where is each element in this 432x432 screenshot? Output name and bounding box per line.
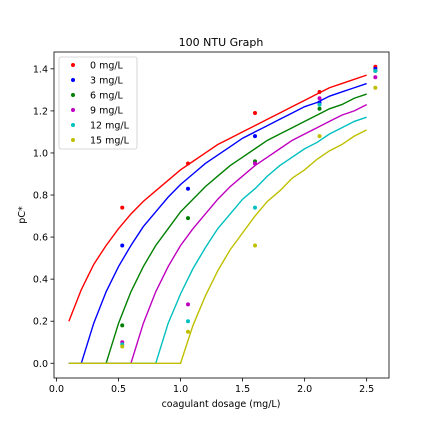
- data-point-5-4: [373, 86, 377, 90]
- y-tick-label: 0.6: [33, 233, 48, 244]
- data-point-3-4: [373, 75, 377, 79]
- data-point-3-2: [253, 161, 257, 165]
- data-point-1-0: [120, 244, 124, 248]
- legend-marker-1: [71, 78, 75, 82]
- data-point-1-2: [253, 134, 257, 138]
- legend-label-2: 6 mg/L: [90, 91, 124, 102]
- data-point-0-2: [253, 111, 257, 115]
- data-point-4-1: [186, 319, 190, 323]
- legend-marker-2: [71, 93, 75, 97]
- x-tick-label: 1.0: [173, 384, 188, 395]
- legend-marker-5: [71, 138, 75, 142]
- x-tick-label: 1.5: [235, 384, 250, 395]
- legend-label-5: 15 mg/L: [90, 136, 130, 147]
- data-point-5-3: [318, 134, 322, 138]
- x-tick-label: 0.0: [49, 384, 64, 395]
- legend: 0 mg/L 3 mg/L 6 mg/L 9 mg/L 12 mg/L 15 mg/L: [59, 57, 137, 149]
- data-point-2-3: [318, 107, 322, 111]
- chart-title: 100 NTU Graph: [179, 36, 264, 49]
- y-tick-label: 0.0: [33, 359, 48, 370]
- data-point-2-1: [186, 216, 190, 220]
- data-point-1-1: [186, 187, 190, 191]
- legend-label-3: 9 mg/L: [90, 106, 124, 117]
- data-point-3-1: [186, 302, 190, 306]
- y-tick-label: 1.4: [33, 64, 48, 75]
- data-point-0-1: [186, 161, 190, 165]
- legend-marker-4: [71, 123, 75, 127]
- y-tick-label: 1.2: [33, 106, 48, 117]
- legend-marker-0: [71, 63, 75, 67]
- x-tick-label: 2.5: [359, 384, 374, 395]
- legend-label-1: 3 mg/L: [90, 76, 124, 87]
- data-point-5-2: [253, 244, 257, 248]
- legend-label-0: 0 mg/L: [90, 61, 124, 72]
- data-point-4-4: [373, 69, 377, 73]
- x-axis-label: coagulant dosage (mg/L): [162, 399, 281, 410]
- data-point-2-0: [120, 323, 124, 327]
- data-point-5-1: [186, 330, 190, 334]
- data-point-0-0: [120, 206, 124, 210]
- y-tick-label: 0.4: [33, 275, 48, 286]
- y-axis-label: pC*: [17, 206, 28, 224]
- y-tick-label: 0.8: [33, 191, 48, 202]
- legend-marker-3: [71, 108, 75, 112]
- data-point-4-3: [318, 103, 322, 107]
- data-point-0-3: [318, 90, 322, 94]
- x-tick-label: 2.0: [297, 384, 312, 395]
- x-tick-label: 0.5: [111, 384, 126, 395]
- data-point-5-0: [120, 344, 124, 348]
- data-point-4-2: [253, 206, 257, 210]
- data-point-3-3: [318, 96, 322, 100]
- y-tick-label: 0.2: [33, 317, 48, 328]
- y-tick-label: 1.0: [33, 148, 48, 159]
- legend-label-4: 12 mg/L: [90, 121, 130, 132]
